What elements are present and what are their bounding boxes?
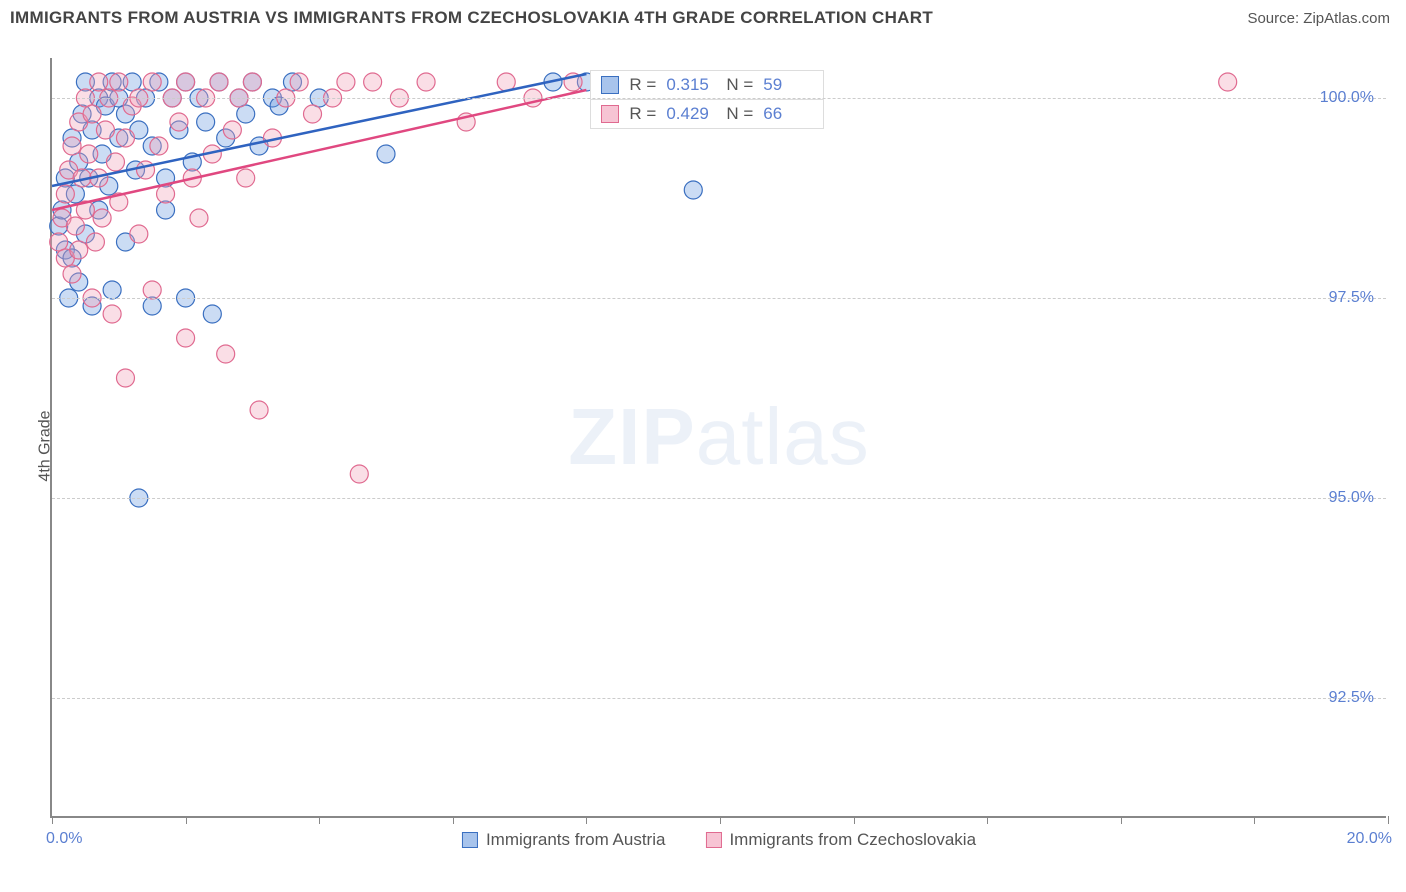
x-tick [1388, 816, 1389, 824]
gridline [52, 498, 1386, 499]
chart-title: IMMIGRANTS FROM AUSTRIA VS IMMIGRANTS FR… [10, 8, 933, 28]
data-point [93, 209, 111, 227]
stats-legend-box: R = 0.315 N = 59 R = 0.429 N = 66 [590, 70, 824, 129]
data-point [157, 201, 175, 219]
legend-swatch [601, 105, 619, 123]
y-tick-label: 95.0% [1329, 489, 1374, 507]
stats-row: R = 0.429 N = 66 [591, 99, 823, 128]
stats-r-value: 0.429 [666, 104, 716, 124]
x-tick [1254, 816, 1255, 824]
y-tick-label: 92.5% [1329, 689, 1374, 707]
stats-n-label: N = [726, 104, 753, 124]
legend-label: Immigrants from Austria [486, 830, 666, 850]
stats-r-label: R = [629, 104, 656, 124]
data-point [90, 73, 108, 91]
stats-n-label: N = [726, 75, 753, 95]
data-point [250, 401, 268, 419]
x-tick [987, 816, 988, 824]
data-point [137, 161, 155, 179]
data-point [143, 73, 161, 91]
data-point [103, 305, 121, 323]
y-tick-label: 97.5% [1329, 289, 1374, 307]
x-tick [186, 816, 187, 824]
y-tick-label: 100.0% [1320, 89, 1374, 107]
data-point [66, 217, 84, 235]
data-point [50, 233, 68, 251]
x-axis-max-label: 20.0% [1347, 830, 1392, 848]
data-point [217, 345, 235, 363]
data-point [203, 305, 221, 323]
x-tick [453, 816, 454, 824]
data-point [197, 113, 215, 131]
stats-n-value: 66 [763, 104, 813, 124]
data-point [103, 281, 121, 299]
series-legend: Immigrants from Austria Immigrants from C… [462, 830, 976, 850]
data-point [337, 73, 355, 91]
stats-n-value: 59 [763, 75, 813, 95]
data-point [143, 281, 161, 299]
data-point [290, 73, 308, 91]
chart-plot-area: ZIPatlas R =0.315N =59R =0.429N =66 Immi… [50, 58, 1386, 818]
data-point [417, 73, 435, 91]
legend-item: Immigrants from Austria [462, 830, 666, 850]
data-point [86, 233, 104, 251]
data-point [116, 369, 134, 387]
data-point [106, 153, 124, 171]
data-point [83, 105, 101, 123]
data-point [1219, 73, 1237, 91]
gridline [52, 98, 1386, 99]
data-point [237, 169, 255, 187]
gridline [52, 298, 1386, 299]
legend-label: Immigrants from Czechoslovakia [729, 830, 976, 850]
data-point [243, 73, 261, 91]
data-point [116, 129, 134, 147]
x-tick [52, 816, 53, 824]
scatter-plot-svg [52, 58, 1386, 816]
data-point [70, 241, 88, 259]
data-point [364, 73, 382, 91]
data-point [63, 265, 81, 283]
data-point [177, 73, 195, 91]
stats-row: R = 0.315 N = 59 [591, 71, 823, 99]
data-point [56, 185, 74, 203]
data-point [170, 113, 188, 131]
x-tick [1121, 816, 1122, 824]
data-point [63, 137, 81, 155]
x-tick [854, 816, 855, 824]
data-point [190, 209, 208, 227]
legend-swatch [601, 76, 619, 94]
legend-item: Immigrants from Czechoslovakia [705, 830, 976, 850]
data-point [80, 145, 98, 163]
legend-swatch [705, 832, 721, 848]
data-point [377, 145, 395, 163]
data-point [304, 105, 322, 123]
data-point [210, 73, 228, 91]
x-axis-min-label: 0.0% [46, 830, 82, 848]
data-point [130, 225, 148, 243]
x-tick [319, 816, 320, 824]
legend-swatch [462, 832, 478, 848]
data-point [177, 329, 195, 347]
data-point [350, 465, 368, 483]
stats-r-value: 0.315 [666, 75, 716, 95]
stats-r-label: R = [629, 75, 656, 95]
x-tick [720, 816, 721, 824]
data-point [150, 137, 168, 155]
data-point [157, 185, 175, 203]
source-attribution: Source: ZipAtlas.com [1247, 10, 1390, 27]
gridline [52, 698, 1386, 699]
data-point [237, 105, 255, 123]
data-point [223, 121, 241, 139]
data-point [684, 181, 702, 199]
data-point [143, 297, 161, 315]
data-point [110, 73, 128, 91]
data-point [96, 121, 114, 139]
x-tick [586, 816, 587, 824]
